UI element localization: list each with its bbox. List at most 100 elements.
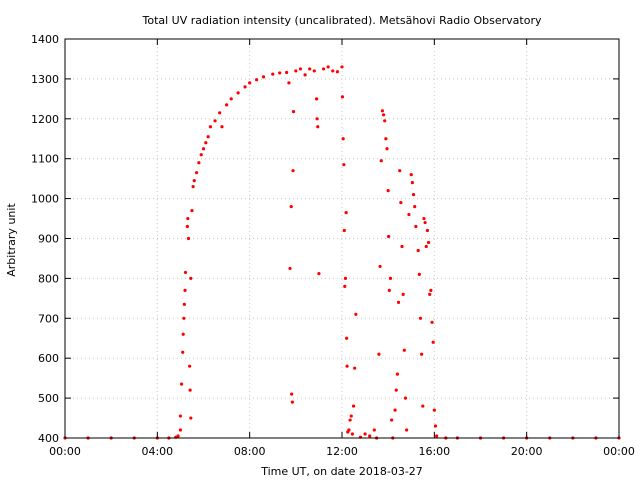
data-point: [206, 135, 210, 139]
data-point: [385, 147, 389, 151]
data-point: [402, 348, 406, 352]
data-point: [312, 69, 316, 73]
data-point: [335, 70, 339, 74]
data-point: [396, 300, 401, 304]
data-point: [417, 272, 421, 277]
data-point: [197, 161, 201, 165]
y-tick-label: 1100: [31, 153, 59, 166]
data-point: [413, 204, 417, 209]
data-point: [403, 396, 408, 400]
data-point: [424, 244, 428, 249]
y-tick-label: 800: [38, 272, 59, 285]
data-point: [189, 416, 193, 420]
data-point: [326, 65, 330, 69]
data-point: [183, 270, 188, 275]
data-point: [426, 240, 431, 245]
data-point: [410, 181, 415, 185]
data-point: [294, 69, 298, 73]
data-point: [432, 408, 436, 412]
x-tick-label: 16:00: [418, 445, 450, 458]
y-tick-label: 1200: [31, 113, 59, 126]
chart-title: Total UV radiation intensity (uncalibrat…: [142, 14, 542, 27]
data-point: [380, 109, 384, 113]
data-point: [395, 372, 399, 376]
y-tick-label: 600: [38, 352, 59, 365]
y-tick-label: 1300: [31, 73, 59, 86]
x-axis-label: Time UT, on date 2018-03-27: [260, 465, 423, 478]
data-point: [383, 119, 387, 123]
data-point: [278, 71, 282, 75]
axis-ticks: 400 500 600 700 800 900 1000 1100 1200 1300 1400 00…: [31, 33, 635, 458]
data-point: [387, 234, 391, 239]
data-point: [343, 276, 348, 280]
data-point: [344, 210, 348, 215]
y-tick-label: 1000: [31, 193, 59, 206]
data-point: [285, 70, 289, 75]
data-point: [308, 67, 312, 71]
data-point: [224, 103, 229, 107]
data-point: [399, 200, 403, 205]
data-point: [194, 171, 199, 175]
y-tick-label: 400: [38, 432, 59, 445]
data-point: [420, 352, 424, 356]
data-point: [243, 85, 247, 89]
data-point: [378, 264, 382, 269]
data-point: [288, 266, 292, 271]
data-point: [405, 428, 409, 432]
data-point: [428, 292, 432, 296]
data-point: [178, 428, 183, 432]
data-point: [181, 350, 185, 354]
data-point: [348, 418, 352, 422]
data-point: [430, 320, 434, 324]
data-point: [381, 113, 386, 117]
y-axis-label: Arbitrary unit: [5, 203, 18, 277]
data-point: [316, 125, 320, 129]
y-tick-label: 1400: [31, 33, 59, 46]
data-point: [213, 119, 217, 123]
data-point: [416, 248, 420, 253]
data-point: [182, 302, 186, 306]
data-point: [190, 208, 194, 213]
data-point: [315, 117, 319, 121]
data-point: [186, 216, 190, 221]
data-point: [303, 73, 307, 77]
x-tick-label: 04:00: [141, 445, 173, 458]
data-point: [261, 75, 266, 79]
data-points: [63, 65, 621, 440]
data-point: [199, 153, 203, 157]
data-point: [271, 72, 275, 76]
data-point: [340, 65, 344, 69]
data-point: [208, 125, 213, 129]
data-point: [379, 159, 383, 163]
data-point: [414, 224, 418, 229]
data-point: [229, 97, 233, 101]
data-point: [431, 340, 435, 344]
data-point: [425, 228, 430, 233]
data-point: [372, 428, 376, 432]
data-point: [368, 434, 372, 438]
data-point: [315, 97, 319, 101]
x-tick-label: 12:00: [326, 445, 358, 458]
data-point: [342, 228, 346, 233]
data-point: [182, 316, 186, 320]
data-point: [204, 141, 208, 145]
data-point: [178, 414, 183, 418]
data-point: [176, 434, 180, 438]
data-point: [411, 193, 416, 197]
data-point: [188, 364, 192, 368]
data-point: [331, 69, 335, 73]
x-tick-label: 08:00: [234, 445, 266, 458]
data-point: [387, 288, 391, 292]
y-tick-label: 900: [38, 233, 59, 246]
data-point: [291, 110, 296, 114]
data-point: [349, 414, 353, 418]
data-point: [341, 137, 345, 141]
data-point: [181, 332, 185, 336]
data-point: [185, 224, 189, 229]
x-tick-label: 00:00: [603, 445, 635, 458]
y-tick-label: 500: [38, 392, 59, 405]
data-point: [351, 404, 356, 408]
data-point: [409, 173, 413, 177]
data-point: [188, 388, 192, 392]
